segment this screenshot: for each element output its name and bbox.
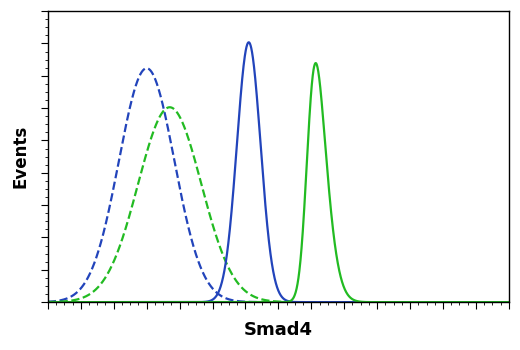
Y-axis label: Events: Events	[11, 125, 29, 188]
X-axis label: Smad4: Smad4	[244, 321, 313, 339]
